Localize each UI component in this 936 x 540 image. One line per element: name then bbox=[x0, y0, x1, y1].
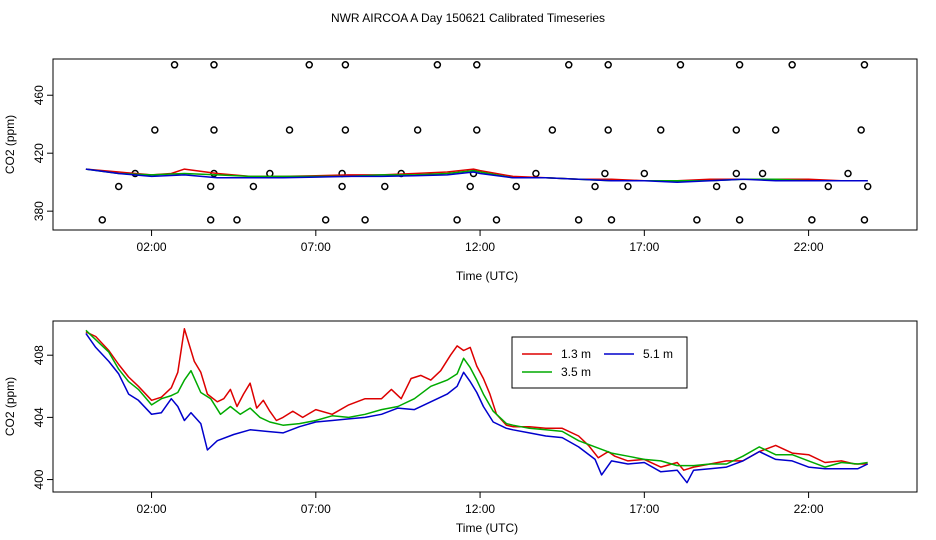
x-tick-label: 17:00 bbox=[629, 502, 659, 516]
data-point bbox=[512, 182, 520, 191]
y-tick-label: 404 bbox=[32, 407, 46, 427]
data-point bbox=[601, 169, 609, 178]
data-point bbox=[548, 126, 557, 134]
x-tick-label: 07:00 bbox=[301, 240, 331, 254]
data-point bbox=[739, 182, 747, 191]
x-tick-label: 12:00 bbox=[465, 502, 495, 516]
data-point bbox=[381, 182, 389, 191]
series-line-5-1-m bbox=[85, 168, 868, 183]
data-point bbox=[473, 126, 481, 134]
data-point bbox=[860, 61, 869, 69]
plot-frame bbox=[52, 320, 918, 493]
data-point bbox=[808, 216, 816, 224]
data-point bbox=[170, 61, 179, 69]
x-tick-label: 12:00 bbox=[465, 240, 495, 254]
data-point bbox=[210, 126, 218, 134]
data-point bbox=[249, 182, 258, 191]
y-axis-title: CO2 (ppm) bbox=[3, 377, 17, 436]
y-tick-label: 380 bbox=[32, 201, 46, 221]
x-tick-label: 07:00 bbox=[301, 502, 331, 516]
data-point bbox=[413, 126, 422, 134]
data-point bbox=[151, 126, 159, 134]
x-axis-title: Time (UTC) bbox=[456, 521, 518, 535]
y-axis-title: CO2 (ppm) bbox=[3, 115, 17, 174]
data-point bbox=[604, 126, 612, 134]
legend-label: 3.5 m bbox=[561, 365, 591, 379]
data-point bbox=[824, 182, 833, 191]
data-point bbox=[466, 182, 474, 191]
chart-title: NWR AIRCOA A Day 150621 Calibrated Times… bbox=[331, 11, 605, 25]
x-tick-label: 17:00 bbox=[629, 240, 659, 254]
data-point bbox=[305, 61, 313, 69]
data-point bbox=[735, 61, 744, 69]
x-tick-label: 02:00 bbox=[137, 502, 167, 516]
data-point bbox=[565, 61, 573, 69]
data-point bbox=[771, 126, 780, 134]
data-point bbox=[732, 169, 741, 178]
data-point bbox=[591, 182, 599, 191]
plot-frame bbox=[52, 58, 918, 231]
x-tick-label: 22:00 bbox=[794, 240, 824, 254]
data-point bbox=[206, 182, 215, 191]
data-point bbox=[788, 61, 796, 69]
series-line-5-1-m bbox=[85, 332, 869, 484]
y-tick-label: 460 bbox=[32, 85, 46, 105]
data-point bbox=[857, 126, 865, 134]
series-line-1-3-m bbox=[85, 328, 868, 471]
data-point bbox=[114, 182, 123, 191]
data-point bbox=[863, 182, 872, 191]
legend-box bbox=[511, 336, 688, 389]
x-axis-title: Time (UTC) bbox=[456, 269, 518, 283]
data-point bbox=[624, 182, 632, 191]
y-tick-label: 400 bbox=[32, 469, 46, 489]
legend-label: 1.3 m bbox=[561, 347, 591, 361]
data-point bbox=[860, 216, 869, 224]
data-point bbox=[604, 61, 612, 69]
data-point bbox=[712, 182, 721, 191]
data-point bbox=[433, 61, 442, 69]
data-point bbox=[338, 182, 346, 191]
data-point bbox=[473, 61, 481, 69]
legend-label: 5.1 m bbox=[643, 347, 673, 361]
series-line-3-5-m bbox=[85, 329, 868, 468]
data-point bbox=[453, 216, 461, 224]
data-point bbox=[676, 61, 685, 69]
x-tick-label: 22:00 bbox=[794, 502, 824, 516]
data-point bbox=[98, 216, 107, 224]
x-tick-label: 02:00 bbox=[137, 240, 167, 254]
y-tick-label: 408 bbox=[32, 345, 46, 365]
data-point bbox=[321, 216, 330, 224]
data-point bbox=[341, 126, 350, 134]
data-point bbox=[693, 216, 701, 224]
data-point bbox=[492, 216, 501, 224]
data-point bbox=[266, 169, 274, 178]
data-point bbox=[341, 61, 350, 69]
data-point bbox=[758, 169, 767, 178]
y-tick-label: 420 bbox=[32, 143, 46, 163]
data-point bbox=[361, 216, 369, 224]
data-point bbox=[233, 216, 241, 224]
data-point bbox=[844, 169, 852, 178]
data-point bbox=[532, 169, 540, 178]
data-point bbox=[574, 216, 583, 224]
data-point bbox=[640, 169, 649, 178]
data-point bbox=[735, 216, 744, 224]
data-point bbox=[732, 126, 741, 134]
data-point bbox=[206, 216, 215, 224]
data-point bbox=[657, 126, 665, 134]
data-point bbox=[607, 216, 616, 224]
data-point bbox=[285, 126, 294, 134]
data-point bbox=[210, 61, 218, 69]
